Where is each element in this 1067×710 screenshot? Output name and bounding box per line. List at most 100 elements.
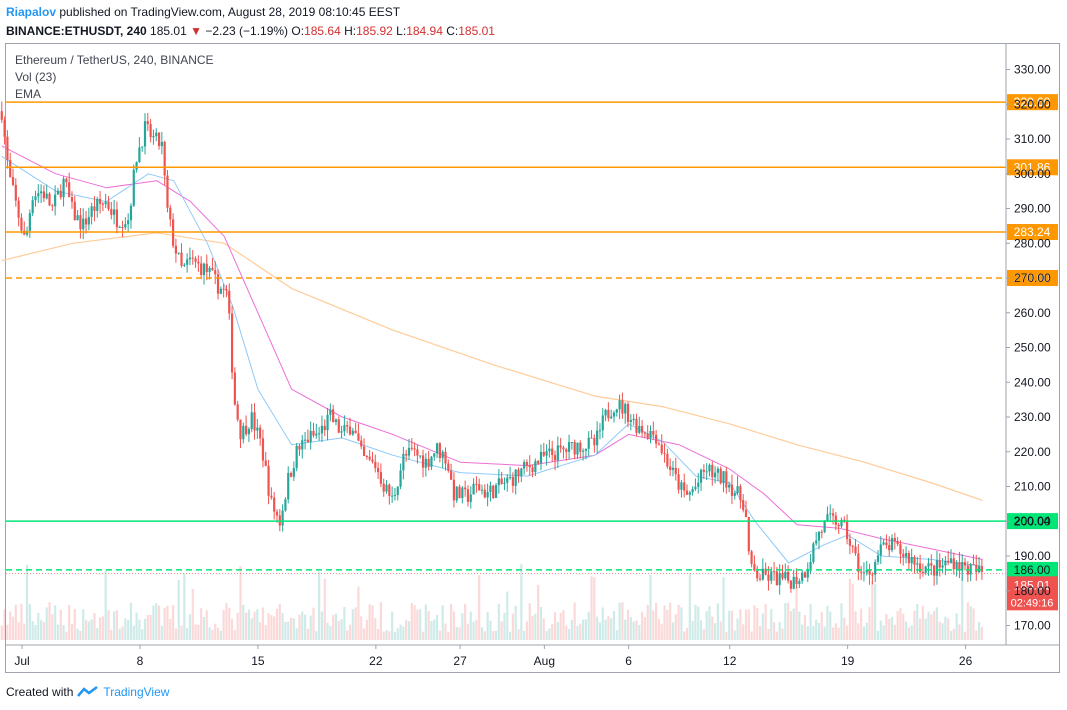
tradingview-logo-icon <box>77 686 99 697</box>
candle-body <box>879 544 882 556</box>
volume-bar <box>860 608 863 640</box>
volume-bar <box>944 616 947 640</box>
volume-bar <box>42 622 46 640</box>
candle-body <box>247 428 251 435</box>
volume-bar <box>764 604 767 640</box>
candle-body <box>455 486 458 501</box>
volume-bar <box>531 615 534 640</box>
chart-frame[interactable] <box>5 43 1060 673</box>
level-price-label: 270.00 <box>1014 271 1051 285</box>
candle-body <box>110 208 113 215</box>
candle-body <box>478 484 481 491</box>
volume-bar <box>736 618 739 640</box>
volume-bar <box>73 608 76 640</box>
volume-bar <box>643 617 646 640</box>
candle-body <box>834 515 837 525</box>
volume-bar <box>638 624 641 640</box>
candle-body <box>837 524 840 527</box>
volume-bar <box>899 608 902 640</box>
volume-bar <box>874 583 877 640</box>
candle-body <box>798 581 801 584</box>
candle-body <box>826 514 829 521</box>
candle-body <box>492 485 495 498</box>
candle-body <box>261 438 265 461</box>
candle-body <box>876 555 880 562</box>
candle-body <box>677 474 680 490</box>
candle-body <box>559 445 562 448</box>
volume-indicator-label[interactable]: Vol (23) <box>15 70 57 84</box>
volume-bar <box>607 616 610 640</box>
volume-bar <box>784 603 787 640</box>
volume-bar <box>489 620 492 640</box>
volume-bar <box>435 614 439 640</box>
candle-body <box>744 509 748 517</box>
last-price-label: 185.01 <box>1014 578 1051 592</box>
candle-body <box>708 464 711 472</box>
candle-body <box>716 468 720 473</box>
volume-bar <box>492 631 495 640</box>
candle-body <box>93 206 96 211</box>
candle-body <box>809 561 812 569</box>
ema-indicator-label[interactable]: EMA <box>15 87 42 101</box>
candles-layer <box>0 101 983 595</box>
candle-body <box>388 484 391 496</box>
volume-bar <box>795 587 798 640</box>
candle-body <box>919 563 922 573</box>
volume-bar <box>652 610 655 640</box>
candle-body <box>632 418 635 420</box>
candle-body <box>37 193 40 197</box>
volume-bar <box>160 625 163 640</box>
volume-bar <box>601 607 604 640</box>
volume-bar <box>65 631 68 640</box>
volume-bar <box>466 623 470 640</box>
candle-body <box>180 252 183 266</box>
volume-bar <box>798 611 801 640</box>
volume-bar <box>28 604 31 640</box>
open-value: 185.64 <box>304 24 341 38</box>
candle-body <box>551 448 554 455</box>
volume-bar <box>716 603 720 640</box>
candle-body <box>615 409 618 413</box>
down-arrow-icon: ▼ <box>190 24 202 38</box>
candle-body <box>96 198 99 211</box>
volume-bar <box>730 610 734 640</box>
volume-bar <box>596 616 599 640</box>
volume-layer <box>0 564 983 640</box>
volume-bar <box>93 613 96 640</box>
volume-bar <box>517 629 520 640</box>
candle-body <box>152 136 155 138</box>
candle-body <box>725 471 728 488</box>
volume-bar <box>669 602 672 640</box>
candle-body <box>933 565 936 576</box>
volume-bar <box>947 618 950 640</box>
author-name[interactable]: Riapalov <box>6 5 57 19</box>
volume-bar <box>225 603 228 640</box>
volume-bar <box>419 609 422 640</box>
candle-body <box>65 178 68 183</box>
candle-body <box>143 121 147 147</box>
volume-bar <box>346 630 349 640</box>
time-tick-label: 6 <box>625 654 632 668</box>
volume-bar <box>374 618 377 640</box>
volume-bar <box>511 613 514 640</box>
volume-bar <box>817 622 821 640</box>
candle-body <box>225 289 228 291</box>
volume-bar <box>907 627 910 640</box>
volume-bar <box>539 606 543 640</box>
volume-bar <box>876 630 880 640</box>
volume-bar <box>882 625 885 640</box>
volume-bar <box>570 619 573 640</box>
candle-body <box>118 226 121 228</box>
ema-layer <box>1 145 983 567</box>
tradingview-brand[interactable]: TradingView <box>103 685 170 699</box>
volume-bar <box>348 624 352 640</box>
volume-bar <box>975 630 978 640</box>
candle-body <box>104 201 107 205</box>
volume-bar <box>444 623 447 640</box>
candle-body <box>787 571 790 581</box>
volume-bar <box>612 611 616 640</box>
volume-bar <box>166 605 169 640</box>
candle-body <box>343 425 346 432</box>
volume-bar <box>845 625 849 640</box>
